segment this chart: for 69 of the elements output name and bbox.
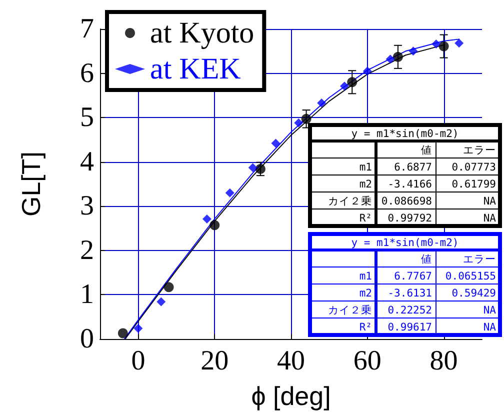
annotation: y = m1*sin(m0-m2) [351,128,459,140]
x-tick-label: 80 [430,346,458,376]
annotation: m1 [359,162,372,174]
y-tick-label: 5 [80,102,94,134]
point [432,40,441,49]
annotation: カイ２乗 [328,304,372,316]
text: NA [483,304,497,316]
annotation: 6.6877 [394,162,432,174]
point [454,38,464,48]
x-tick-label: 60 [353,346,382,376]
point [210,220,220,230]
annotation: エラー [463,254,496,266]
annotation: 0.61799 [452,178,496,190]
x-axis-title: ϕ [deg] [251,381,331,411]
point [362,66,372,76]
point [408,46,418,56]
text: NA [483,196,497,208]
point [134,324,143,333]
x-tick-label: 20 [200,346,229,376]
point [340,82,349,91]
annotation: y = m1*sin(m0-m2) [351,237,459,249]
annotation: m2 [359,178,372,190]
point [294,118,304,128]
annotation: 0.065155 [445,270,496,282]
point [255,164,266,174]
point [225,188,234,198]
point [202,214,212,224]
point [248,163,258,172]
point [118,328,128,338]
point [438,41,449,52]
point [392,52,403,62]
annotation: 0.99617 [388,322,432,334]
point [317,98,326,108]
annotation: R² [359,322,372,334]
annotation: エラー [463,144,496,156]
point [156,297,166,306]
annotation: 値 [421,144,432,156]
legend-label: at KEK [150,52,242,86]
legend-label: at Kyoto [150,16,254,50]
point [271,138,280,148]
y-tick-label: 2 [80,234,94,266]
annotation: m2 [359,288,372,300]
x-tick-label: 40 [277,346,305,376]
annotation: 値 [421,254,432,266]
y-axis-title: GL[T] [16,151,46,217]
annotation: カイ２乗 [328,194,372,208]
y-tick-label: 0 [80,324,94,354]
annotation: 0.99792 [388,212,432,224]
annotation: 0.086698 [381,196,432,208]
y-tick-label: 1 [80,279,94,310]
y-tick-label: 3 [80,190,94,222]
point [386,54,395,64]
point [301,114,312,124]
annotation: 0.59429 [452,288,496,300]
annotation: m1 [359,270,372,282]
annotation: 0.22252 [388,304,432,316]
x-tick-label: 0 [131,346,146,376]
annotation: -3.4166 [388,178,432,190]
annotation: R² [359,212,372,224]
annotation: -3.6131 [388,288,432,300]
point [164,282,174,292]
text: NA [483,212,497,224]
y-tick-label: 6 [80,58,94,89]
y-tick-label: 4 [80,146,94,178]
y-tick-label: 7 [80,14,94,44]
annotation: 0.07773 [452,162,496,174]
annotation: 6.7767 [394,270,432,282]
text: NA [483,322,497,334]
point [347,77,358,88]
